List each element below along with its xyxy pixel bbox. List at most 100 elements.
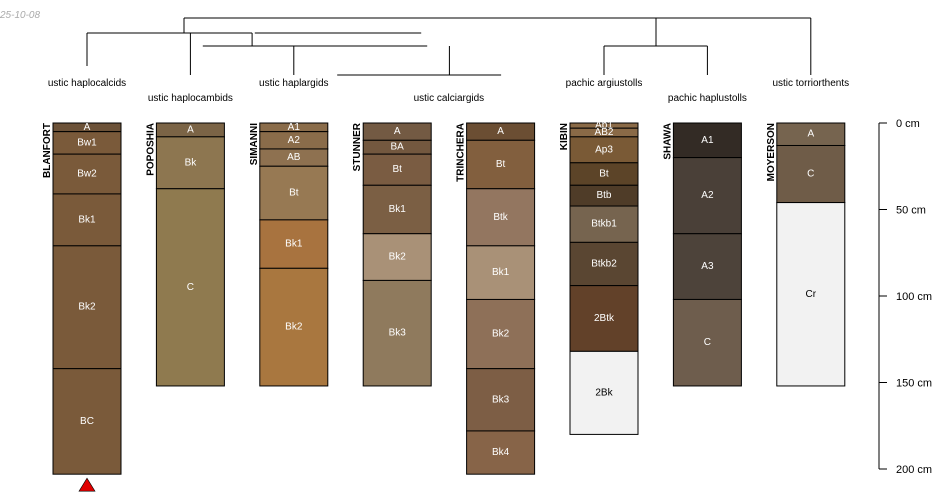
horizon-label: Bk3 (389, 328, 407, 339)
horizon-label: A3 (701, 261, 714, 272)
taxonomy-group-label: pachic argiustolls (566, 78, 643, 89)
horizon-kibin-2bk (569, 350, 639, 435)
horizon-label: AB2 (595, 127, 614, 138)
horizon-label: Ap1 (595, 120, 613, 131)
profile-name-label: MOYERSON (766, 123, 777, 181)
horizon-simanni-bk1 (259, 219, 329, 269)
profile-name-label: STUNNER (352, 122, 363, 171)
profile-name-label: POPOSHIA (145, 123, 156, 176)
horizon-label: Bw1 (77, 137, 97, 148)
taxonomy-group-label: ustic haplargids (259, 78, 328, 89)
horizon-poposhia-c (155, 188, 225, 387)
profile-name-label: TRINCHERA (456, 123, 467, 182)
horizon-label: A (394, 126, 401, 137)
horizon-label: A (807, 129, 814, 140)
horizon-label: Bt (599, 169, 609, 180)
profile-trinchera: A Bt Btk Bk1 Bk2 Bk3 Bk4 TRINCHERA (456, 122, 536, 475)
profile-name-label: KIBIN (559, 123, 570, 150)
profile-moyerson: A C Cr MOYERSON (766, 122, 846, 387)
taxonomy-group-label: ustic haplocambids (148, 93, 233, 104)
horizon-label: A2 (288, 135, 301, 146)
group-labels: ustic haplocalcids ustic haplocambids usti… (48, 78, 849, 104)
horizon-trinchera-bk3 (466, 368, 536, 432)
profile-stunner: A BA Bt Bk1 Bk2 Bk3 STUNNER (352, 122, 432, 387)
horizon-label: BC (80, 416, 94, 427)
depth-tick-label: 200 cm (896, 464, 932, 476)
profile-blanfort: A Bw1 Bw2 Bk1 Bk2 BC BLANFORT (42, 122, 122, 492)
horizon-trinchera-bk1 (466, 245, 536, 300)
horizon-label: A1 (288, 122, 301, 133)
horizon-moyerson-cr (776, 202, 846, 387)
horizon-shawa-c (672, 298, 742, 387)
horizon-label: Ap3 (595, 144, 613, 155)
profile-name-label: SHAWA (662, 123, 673, 160)
horizon-blanfort-bc (52, 368, 122, 475)
horizon-shawa-a3 (672, 233, 742, 300)
horizon-label: Bt (289, 188, 299, 199)
horizon-simanni-bk2 (259, 267, 329, 387)
horizon-label: C (704, 337, 711, 348)
taxonomy-group-label: pachic haplustolls (668, 93, 747, 104)
horizon-simanni-bt (259, 165, 329, 221)
horizon-label: Bk1 (389, 204, 407, 215)
horizon-label: Bt (392, 164, 402, 175)
horizon-label: Btkb2 (591, 258, 617, 269)
depth-tick-label: 150 cm (896, 378, 932, 390)
horizon-label: Bk (185, 157, 198, 168)
horizon-label: Btkb1 (591, 219, 617, 230)
horizon-label: BA (391, 142, 405, 153)
horizon-kibin-btkb1 (569, 205, 639, 243)
horizon-poposhia-bk (155, 136, 225, 190)
horizon-label: Btb (596, 190, 611, 201)
horizon-trinchera-bt (466, 139, 536, 190)
horizon-label: Bt (496, 159, 506, 170)
horizon-label: C (187, 282, 194, 293)
horizon-label: Cr (806, 289, 817, 300)
horizon-label: Bk2 (389, 252, 407, 263)
horizon-label: C (807, 169, 814, 180)
horizon-label: Bk3 (492, 394, 510, 405)
horizon-blanfort-bk2 (52, 245, 122, 370)
horizon-label: Bk2 (492, 329, 510, 340)
profile-poposhia: A Bk C POPOSHIA (145, 122, 225, 387)
dendrogram (86, 17, 812, 76)
horizon-label: Bk1 (285, 239, 303, 250)
horizon-label: A (497, 126, 504, 137)
horizon-trinchera-btk (466, 188, 536, 247)
horizon-trinchera-bk4 (466, 430, 536, 475)
horizon-label: A (84, 122, 91, 133)
horizon-stunner-bk2 (362, 233, 432, 281)
horizon-stunner-bk3 (362, 279, 432, 387)
horizon-shawa-a2 (672, 157, 742, 235)
horizon-label: 2Btk (594, 313, 615, 324)
horizon-label: A1 (701, 135, 714, 146)
horizon-stunner-bk1 (362, 184, 432, 235)
horizon-label: Bk2 (285, 322, 303, 333)
taxonomy-group-label: ustic torriorthents (772, 78, 849, 89)
depth-tick-label: 0 cm (896, 118, 920, 130)
bottom-marker-triangle (78, 477, 96, 492)
horizon-label: Bw2 (77, 169, 97, 180)
horizon-trinchera-bk2 (466, 298, 536, 370)
depth-axis: 0 cm 50 cm 100 cm 150 cm 200 cm (878, 118, 932, 476)
depth-tick-label: 100 cm (896, 291, 932, 303)
horizon-label: Bk1 (78, 214, 96, 225)
horizon-label: Bk4 (492, 447, 510, 458)
taxonomy-group-label: ustic haplocalcids (48, 78, 126, 89)
horizon-label: Bk1 (492, 267, 510, 278)
horizon-label: Btk (493, 212, 508, 223)
profile-name-label: BLANFORT (42, 123, 53, 178)
date-stamp: 25-10-08 (0, 10, 40, 21)
horizon-label: 2Bk (595, 387, 613, 398)
horizon-label: A2 (701, 190, 714, 201)
profile-shawa: A1 A2 A3 C SHAWA (662, 122, 742, 387)
horizon-label: A (187, 124, 194, 135)
taxonomy-group-label: ustic calciargids (414, 93, 485, 104)
horizon-label: Bk2 (78, 302, 96, 313)
profile-name-label: SIMANNI (249, 123, 260, 165)
profile-simanni: A1 A2 AB Bt Bk1 Bk2 SIMANNI (249, 122, 329, 387)
horizon-label: AB (287, 152, 301, 163)
